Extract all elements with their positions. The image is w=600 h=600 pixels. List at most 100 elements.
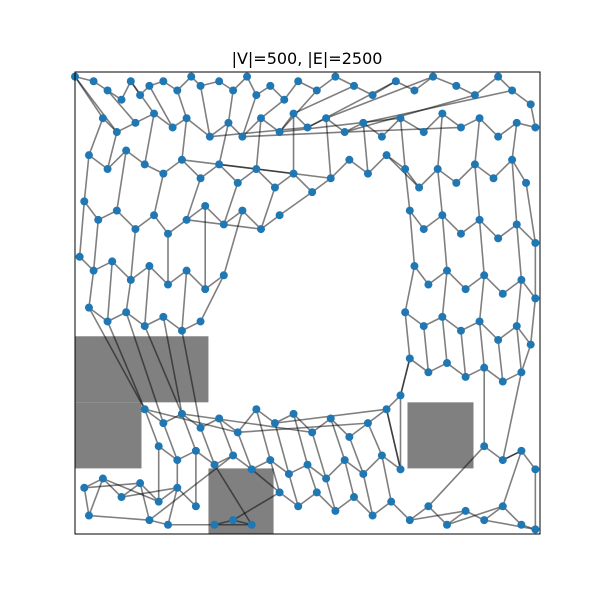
graph-edge [367, 154, 388, 175]
chart-title: |V|=500, |E|=2500 [232, 49, 383, 68]
graph-node [80, 197, 89, 206]
graph-node [531, 238, 540, 247]
graph-node [410, 86, 419, 95]
graph-node [424, 502, 433, 511]
graph-node [452, 178, 461, 187]
graph-edge [199, 427, 216, 465]
graph-node [112, 128, 121, 137]
graph-node [363, 169, 372, 178]
graph-edge [436, 113, 444, 170]
graph-node [75, 252, 84, 261]
graph-node [429, 72, 438, 81]
graph-edge [306, 464, 318, 493]
graph-node [84, 511, 93, 520]
graph-edge [218, 418, 234, 456]
graph-edge [227, 90, 234, 123]
graph-edge [181, 330, 202, 428]
graph-node [326, 174, 335, 183]
plot-area [71, 72, 540, 534]
graph-edge [502, 450, 523, 507]
graph-node [526, 100, 535, 109]
graph-node [196, 317, 205, 326]
nodes-layer [71, 72, 540, 534]
graph-node [461, 285, 470, 294]
graph-edge [484, 519, 536, 531]
graph-node [117, 493, 126, 502]
graph-node [419, 322, 428, 331]
graph-node [461, 506, 470, 515]
graph-edge [385, 409, 402, 470]
graph-edge [478, 219, 485, 276]
graph-edge [515, 326, 523, 373]
graph-node [419, 128, 428, 137]
graph-node [187, 72, 196, 81]
graph-node [475, 215, 484, 224]
graph-node [531, 294, 540, 303]
graph-node [233, 428, 242, 437]
graph-node [438, 211, 447, 220]
graph-node [396, 391, 405, 400]
graph-edge [409, 210, 416, 267]
graph-node [215, 414, 224, 423]
graph-edge [292, 413, 309, 465]
graph-edge [525, 182, 537, 244]
graph-node [494, 72, 503, 81]
graph-edge [455, 163, 476, 184]
graph-edge [260, 99, 285, 119]
graph-node [345, 155, 354, 164]
graph-edge [497, 339, 504, 382]
graph-node [489, 174, 498, 183]
graph-node [526, 340, 535, 349]
graph-edge [529, 298, 537, 345]
graph-node [196, 174, 205, 183]
graph-edge [237, 408, 257, 433]
graph-edge [441, 316, 448, 364]
graph-node [443, 520, 451, 529]
graph-edge [353, 496, 374, 517]
graph-node [108, 257, 117, 266]
graph-edge [176, 487, 197, 507]
graph-node [443, 359, 451, 368]
graph-node [359, 118, 368, 127]
graph-node [294, 502, 303, 511]
graph-node [498, 289, 507, 298]
graph-node [233, 178, 242, 187]
graph-edge [186, 270, 206, 290]
graph-node [391, 77, 400, 86]
graph-node [517, 520, 526, 529]
graph-edge [176, 90, 188, 119]
graph-edge [102, 477, 123, 498]
graph-node [512, 322, 521, 331]
graph-node [84, 303, 93, 312]
graph-edge [511, 122, 518, 160]
graph-node [154, 442, 163, 451]
graph-node [396, 465, 405, 474]
graph-edge [409, 510, 466, 521]
graph-node [177, 409, 186, 418]
graph-edge [325, 459, 346, 480]
graph-edge [292, 413, 313, 433]
graph-node [112, 206, 121, 215]
graph-node [289, 169, 298, 178]
graph-edge [255, 409, 272, 461]
graph-node [210, 460, 219, 469]
graph-node [401, 308, 410, 317]
graph-node [201, 285, 210, 294]
graph-node [308, 188, 317, 197]
graph-edge [316, 491, 336, 512]
graph-edge [106, 131, 118, 170]
graph-edge [255, 168, 276, 189]
graph-edge [279, 191, 313, 216]
graph-node [191, 446, 200, 455]
graph-edge [422, 326, 430, 373]
graph-edge [325, 478, 337, 512]
graph-node [368, 91, 377, 100]
graph-edge [292, 173, 313, 193]
graph-node [173, 456, 182, 465]
graph-edge [88, 478, 104, 516]
graph-node [173, 86, 182, 95]
graph-node [103, 86, 112, 95]
graph-node [401, 165, 410, 174]
